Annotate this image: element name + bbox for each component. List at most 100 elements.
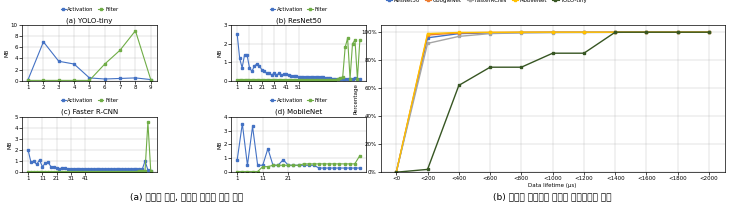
Filter (299, 163, 308, 165)
Filter (67, 170, 75, 173)
Filter (330, 163, 339, 165)
GoogleNet (580, 31, 589, 33)
Activation (41, 162, 50, 165)
Activation (321, 77, 330, 79)
Activation (44, 161, 53, 163)
Activation (67, 168, 75, 170)
Activation (315, 167, 324, 169)
Activation (100, 78, 109, 80)
Activation (305, 164, 313, 167)
Activation (351, 167, 359, 169)
Filter (52, 170, 61, 173)
Filter (78, 170, 86, 173)
Activation (127, 168, 135, 171)
Filter (38, 170, 47, 173)
Filter (89, 170, 98, 173)
ResNet50 (517, 31, 526, 34)
Activation (279, 159, 288, 161)
ResNet50 (423, 37, 432, 39)
YOLO-tiny (673, 31, 682, 33)
Activation (138, 168, 146, 171)
ResNet50 (548, 31, 557, 34)
Activation (356, 167, 365, 169)
Filter (127, 170, 135, 173)
Filter (353, 77, 362, 80)
GoogleNet (705, 31, 714, 33)
Activation (141, 160, 149, 162)
ResNet50 (610, 31, 619, 34)
Filter (106, 170, 115, 173)
Activation (325, 167, 334, 169)
GoogleNet (486, 31, 495, 34)
Line: Activation: Activation (26, 41, 152, 81)
Activation (85, 77, 94, 79)
Activation (274, 164, 283, 167)
Activation (39, 41, 48, 43)
Activation (86, 168, 95, 171)
Title: (d) MobileNet: (d) MobileNet (275, 109, 322, 116)
Filter (64, 170, 72, 173)
Filter (23, 79, 32, 82)
ResNet50 (642, 31, 651, 33)
Activation (320, 167, 329, 169)
Activation (299, 164, 308, 167)
Activation (23, 149, 32, 151)
Filter (124, 170, 132, 173)
Legend: Activation, Filter: Activation, Filter (59, 5, 120, 14)
ResNet50 (673, 31, 682, 33)
Activation (29, 160, 38, 162)
Y-axis label: MB: MB (4, 49, 10, 57)
Activation (106, 168, 115, 171)
Filter (335, 163, 344, 165)
Activation (269, 164, 277, 167)
Filter (238, 170, 247, 173)
Filter (118, 170, 127, 173)
Filter (92, 170, 101, 173)
Activation (294, 164, 303, 167)
ResNet50 (486, 32, 495, 34)
Activation (289, 164, 298, 167)
Activation (335, 167, 344, 169)
Filter (269, 164, 277, 167)
Filter (39, 79, 48, 82)
Activation (330, 167, 339, 169)
Activation (233, 159, 242, 161)
Line: GoogleNet: GoogleNet (395, 31, 711, 174)
Activation (118, 168, 127, 171)
Activation (253, 164, 262, 167)
Activation (329, 77, 337, 80)
Filter (100, 63, 109, 65)
Filter (55, 170, 64, 173)
Activation (103, 168, 112, 171)
Filter (279, 164, 288, 167)
FasterRCNN (455, 35, 463, 38)
Activation (248, 125, 257, 128)
Line: Filter: Filter (26, 121, 152, 173)
FasterRCNN (486, 32, 495, 35)
Filter (253, 170, 262, 173)
YOLO-tiny (610, 31, 619, 33)
Filter (29, 170, 38, 173)
MobileNet (610, 31, 619, 33)
Activation (233, 33, 242, 36)
Filter (95, 170, 104, 173)
Y-axis label: MB: MB (8, 140, 13, 149)
Filter (356, 154, 365, 157)
Legend: Activation, Filter: Activation, Filter (268, 96, 329, 105)
Activation (92, 168, 101, 171)
Filter (260, 79, 269, 81)
Filter (101, 170, 110, 173)
Filter (131, 29, 140, 32)
Activation (121, 168, 130, 171)
Filter (70, 170, 78, 173)
ResNet50 (705, 31, 714, 33)
Filter (258, 165, 267, 168)
Line: Filter: Filter (26, 29, 152, 82)
Activation (26, 161, 35, 163)
Filter (61, 170, 70, 173)
Legend: ResNet50, GoogleNet, FasterRCNN, MobileNet, YOLO-tiny: ResNet50, GoogleNet, FasterRCNN, MobileN… (384, 0, 589, 5)
Filter (325, 163, 334, 165)
Activation (116, 77, 124, 80)
Filter (130, 170, 138, 173)
Filter (85, 79, 94, 82)
